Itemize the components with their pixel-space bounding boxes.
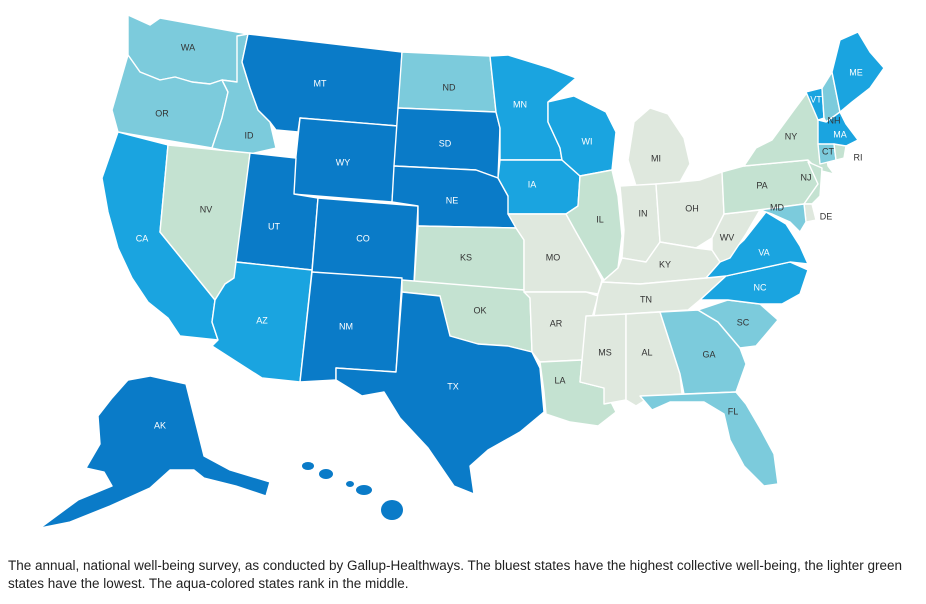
- state-MI: [627, 107, 691, 187]
- label-NV: NV: [200, 204, 213, 214]
- label-CO: CO: [356, 233, 370, 243]
- label-WV: WV: [720, 232, 735, 242]
- state-AK: [39, 375, 271, 529]
- label-SC: SC: [737, 317, 750, 327]
- label-AR: AR: [550, 318, 563, 328]
- state-TX: [335, 291, 545, 495]
- label-LA: LA: [554, 375, 565, 385]
- label-WA: WA: [181, 42, 195, 52]
- label-AK: AK: [154, 420, 166, 430]
- label-MN: MN: [513, 99, 527, 109]
- label-TN: TN: [640, 294, 652, 304]
- label-NC: NC: [754, 282, 767, 292]
- label-MO: MO: [546, 252, 561, 262]
- label-NY: NY: [785, 131, 798, 141]
- label-UT: UT: [268, 221, 280, 231]
- label-TX: TX: [447, 381, 459, 391]
- label-NE: NE: [446, 195, 459, 205]
- label-AL: AL: [641, 347, 652, 357]
- label-IA: IA: [528, 179, 537, 189]
- label-ID: ID: [245, 130, 255, 140]
- label-NM: NM: [339, 321, 353, 331]
- label-CT: CT: [822, 146, 834, 156]
- label-SD: SD: [439, 138, 452, 148]
- label-IN: IN: [639, 208, 648, 218]
- state-MD: [759, 203, 807, 233]
- label-OK: OK: [473, 305, 486, 315]
- label-VA: VA: [758, 247, 769, 257]
- label-CA: CA: [136, 233, 149, 243]
- label-MT: MT: [314, 78, 327, 88]
- label-ND: ND: [443, 82, 456, 92]
- label-WI: WI: [582, 136, 593, 146]
- label-IL: IL: [596, 214, 604, 224]
- label-KS: KS: [460, 252, 472, 262]
- label-ME: ME: [849, 67, 863, 77]
- label-AZ: AZ: [256, 315, 268, 325]
- label-WY: WY: [336, 157, 351, 167]
- state-RI: [833, 143, 847, 161]
- state-ME: [831, 31, 885, 113]
- label-DE: DE: [820, 211, 833, 221]
- state-FL: [639, 391, 779, 487]
- map-caption: The annual, national well-being survey, …: [8, 558, 903, 591]
- label-NJ: NJ: [801, 172, 812, 182]
- label-GA: GA: [702, 349, 715, 359]
- label-MD: MD: [770, 202, 784, 212]
- state-HI: [302, 462, 403, 520]
- us-wellbeing-map: WA OR CA ID NV MT WY UT AZ CO NM ND SD N…: [39, 14, 885, 529]
- label-MA: MA: [833, 129, 847, 139]
- label-KY: KY: [659, 259, 671, 269]
- state-IA: [497, 159, 581, 215]
- label-PA: PA: [756, 180, 767, 190]
- label-OH: OH: [685, 203, 699, 213]
- label-RI: RI: [854, 152, 863, 162]
- label-NH: NH: [828, 115, 841, 125]
- label-FL: FL: [728, 406, 739, 416]
- label-MS: MS: [598, 347, 612, 357]
- label-OR: OR: [155, 108, 169, 118]
- label-HI: HI: [341, 499, 350, 509]
- label-MI: MI: [651, 153, 661, 163]
- label-VT: VT: [810, 94, 822, 104]
